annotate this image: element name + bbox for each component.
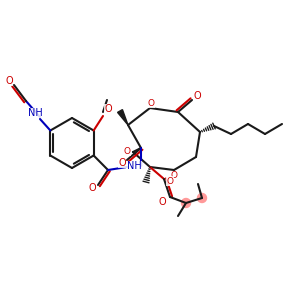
Text: NH: NH bbox=[28, 108, 42, 118]
Text: O: O bbox=[104, 104, 112, 114]
Circle shape bbox=[182, 199, 190, 208]
Text: O: O bbox=[148, 98, 154, 107]
Text: O: O bbox=[167, 176, 173, 185]
Text: O: O bbox=[158, 197, 166, 207]
Text: O: O bbox=[193, 91, 201, 101]
Polygon shape bbox=[118, 110, 128, 125]
Text: O: O bbox=[124, 146, 130, 155]
Text: O: O bbox=[118, 158, 126, 168]
Text: O: O bbox=[5, 76, 13, 86]
Text: O: O bbox=[88, 183, 96, 193]
Text: O: O bbox=[170, 172, 178, 181]
Circle shape bbox=[197, 194, 206, 202]
Text: NH: NH bbox=[127, 161, 141, 171]
